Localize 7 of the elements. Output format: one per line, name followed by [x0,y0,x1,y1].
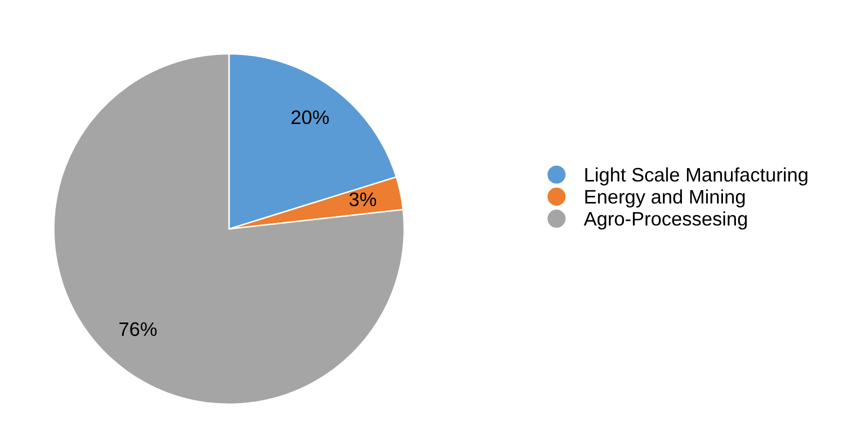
data-label: 76% [119,322,157,336]
legend-label: Energy and Mining [585,189,745,208]
legend-label: Light Scale Manufacturing [585,167,808,186]
data-label: 3% [349,192,376,206]
data-label: 20% [292,110,329,124]
pie-slice [53,53,405,405]
legend-label: Agro-Processesing [584,211,747,230]
